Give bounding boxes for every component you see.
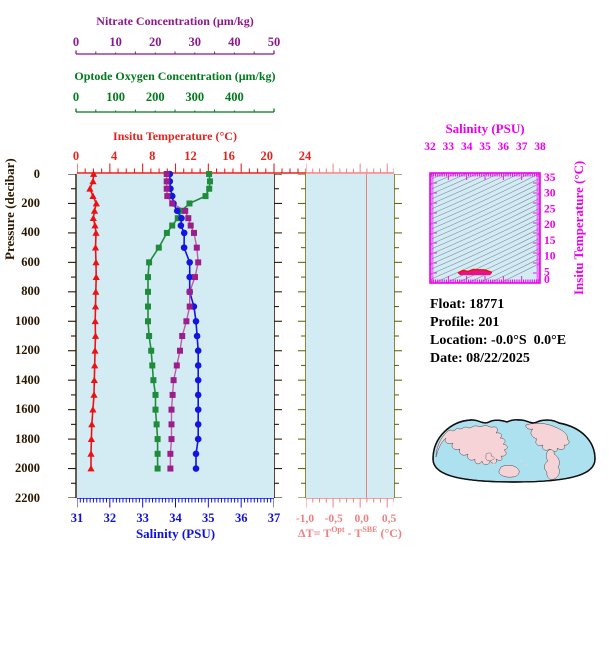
svg-text:16: 16 [222,149,235,162]
svg-text:36: 36 [498,141,510,153]
svg-text:35: 35 [479,141,491,153]
svg-text:4: 4 [111,149,118,162]
svg-text:8: 8 [149,149,155,162]
svg-text:33: 33 [136,511,149,525]
svg-text:0: 0 [73,90,79,104]
svg-text:0,5: 0,5 [382,513,397,525]
svg-text:33: 33 [443,141,455,153]
svg-text:400: 400 [225,90,244,104]
svg-text:0: 0 [544,274,550,286]
svg-text:38: 38 [534,141,546,153]
svg-text:15: 15 [544,235,556,247]
svg-text:37: 37 [268,511,281,525]
svg-text:20: 20 [261,149,274,162]
svg-text:24: 24 [299,149,312,162]
svg-text:35: 35 [202,511,215,525]
svg-text:25: 25 [544,203,556,215]
svg-text:37: 37 [516,141,528,153]
svg-text:35: 35 [544,172,556,184]
svg-text:20: 20 [544,219,556,231]
svg-text:20: 20 [149,35,162,49]
svg-text:30: 30 [544,188,556,200]
svg-text:200: 200 [146,90,165,104]
svg-text:10: 10 [109,35,122,49]
svg-text:0: 0 [73,149,79,162]
svg-text:10: 10 [544,251,556,263]
svg-text:31: 31 [71,511,84,525]
svg-text:300: 300 [185,90,204,104]
svg-text:32: 32 [424,141,436,153]
svg-text:50: 50 [268,35,281,49]
svg-text:36: 36 [235,511,248,525]
svg-text:32: 32 [104,511,117,525]
svg-text:-0,5: -0,5 [325,513,343,525]
svg-text:100: 100 [106,90,125,104]
svg-text:0,0: 0,0 [355,513,370,525]
svg-text:34: 34 [169,511,182,525]
svg-text:12: 12 [184,149,197,162]
svg-text:34: 34 [461,141,473,153]
svg-text:-1,0: -1,0 [296,513,314,525]
svg-text:30: 30 [189,35,202,49]
svg-text:0: 0 [73,35,79,49]
svg-text:40: 40 [228,35,241,49]
